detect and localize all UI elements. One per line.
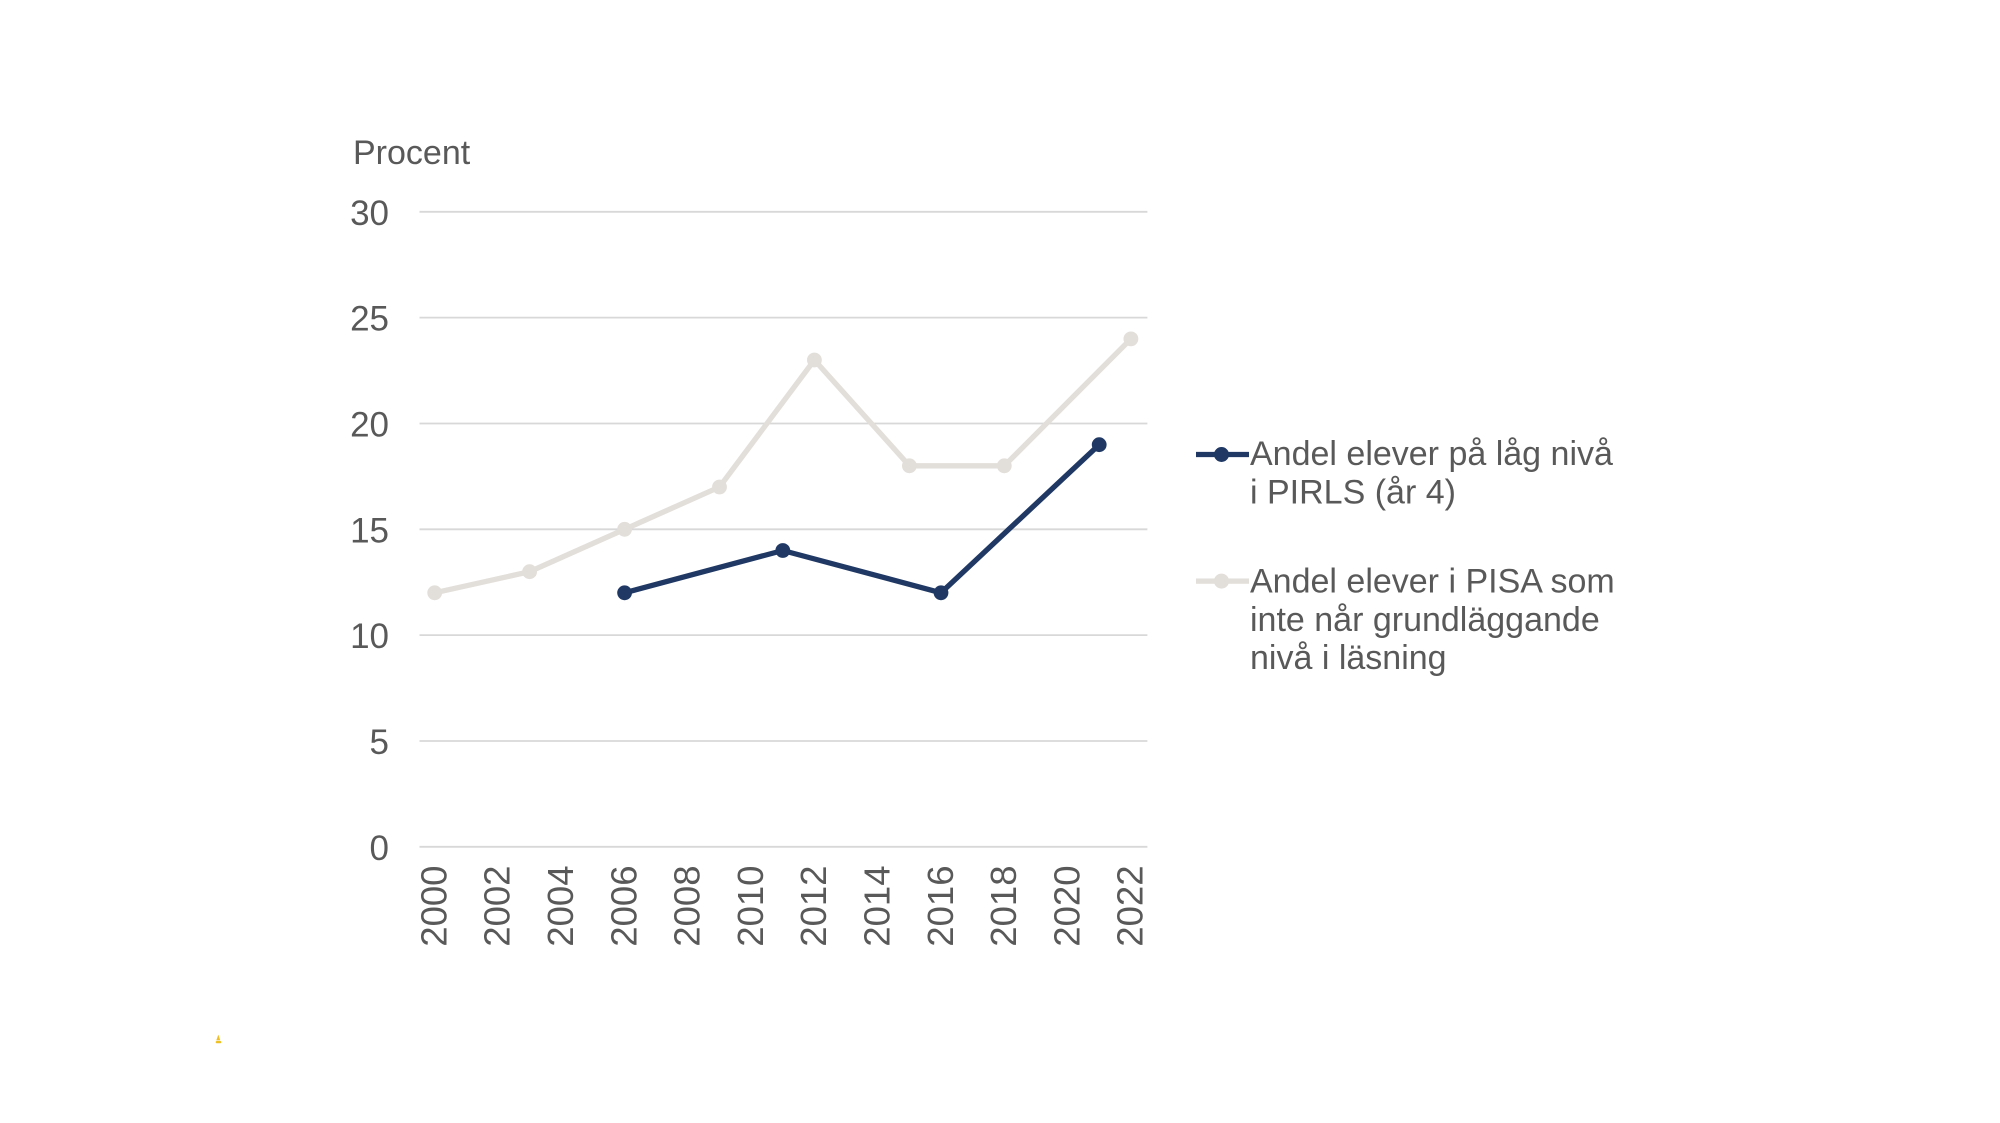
svg-text:2000: 2000 [413, 866, 454, 947]
svg-text:Procent: Procent [353, 134, 471, 172]
svg-text:10: 10 [350, 617, 389, 656]
svg-text:2022: 2022 [1110, 866, 1151, 947]
svg-text:5: 5 [370, 723, 389, 762]
svg-text:Andel elever i PISA som: Andel elever i PISA som [1250, 563, 1615, 601]
svg-text:2020: 2020 [1046, 866, 1087, 947]
svg-text:2004: 2004 [540, 866, 581, 947]
svg-text:0: 0 [370, 829, 389, 868]
svg-text:2012: 2012 [793, 866, 834, 947]
svg-text:Andel elever på låg nivå: Andel elever på låg nivå [1250, 435, 1613, 473]
svg-text:2008: 2008 [667, 866, 708, 947]
svg-text:20: 20 [350, 406, 389, 445]
svg-text:i PIRLS (år 4): i PIRLS (år 4) [1250, 473, 1456, 511]
svg-text:2006: 2006 [603, 866, 644, 947]
svg-text:inte når grundläggande: inte når grundläggande [1250, 601, 1600, 639]
svg-text:2002: 2002 [477, 866, 518, 947]
svg-text:2010: 2010 [730, 866, 771, 947]
svg-text:2016: 2016 [920, 866, 961, 947]
svg-text:nivå i läsning: nivå i läsning [1250, 639, 1447, 677]
svg-text:25: 25 [350, 300, 389, 339]
svg-text:30: 30 [350, 194, 389, 233]
svg-text:15: 15 [350, 511, 389, 550]
svg-text:2014: 2014 [857, 866, 898, 947]
svg-text:2018: 2018 [983, 866, 1024, 947]
